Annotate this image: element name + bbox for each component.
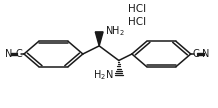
Text: C: C: [16, 49, 22, 59]
Text: NH$_2$: NH$_2$: [105, 24, 124, 38]
Text: HCl: HCl: [128, 17, 146, 27]
Text: N: N: [5, 49, 12, 59]
Text: HCl: HCl: [128, 4, 146, 14]
Text: C: C: [192, 49, 199, 59]
Text: H$_2$N: H$_2$N: [93, 68, 113, 82]
Polygon shape: [95, 32, 103, 46]
Text: N: N: [202, 49, 210, 59]
